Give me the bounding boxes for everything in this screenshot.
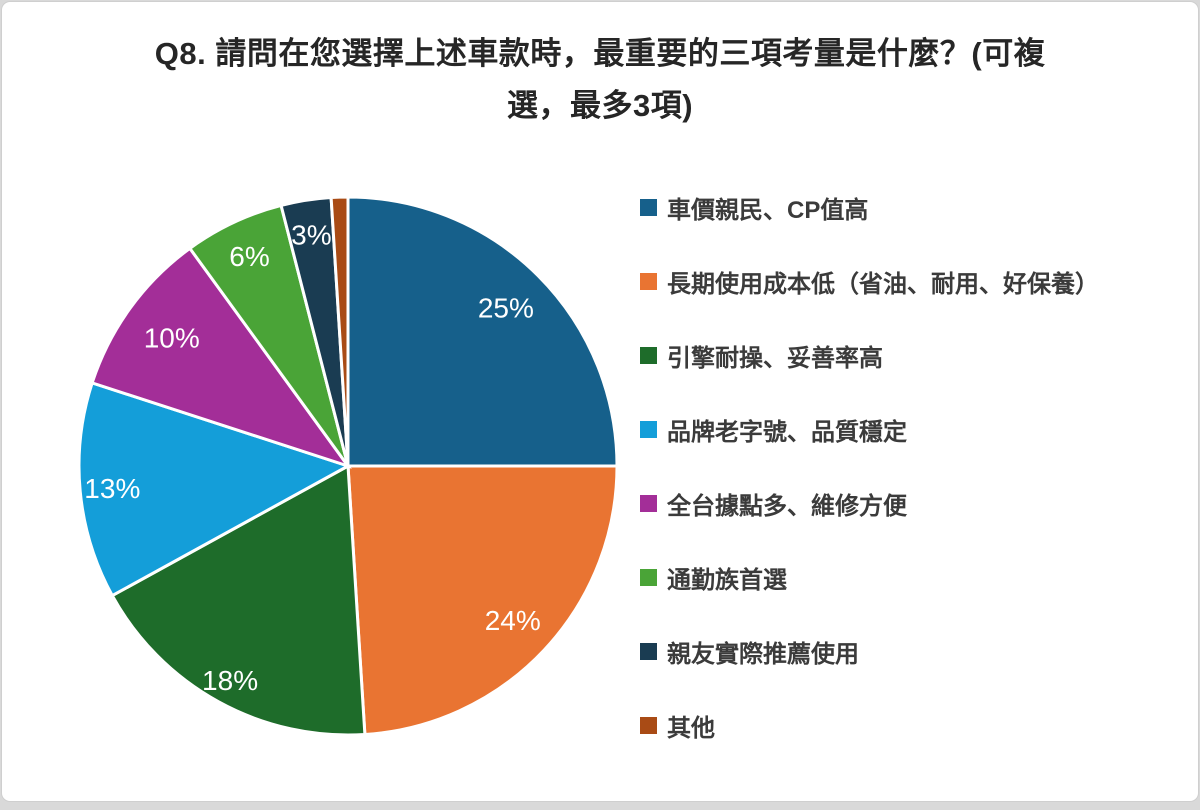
legend-item: 長期使用成本低（省油、耐用、好保養） bbox=[640, 244, 1099, 318]
legend-item: 引擎耐操、妥善率高 bbox=[640, 318, 1099, 392]
legend-label: 品牌老字號、品質穩定 bbox=[667, 418, 907, 446]
pie-slice-label: 24% bbox=[485, 605, 541, 636]
legend-swatch-icon bbox=[640, 272, 657, 290]
pie-slice bbox=[110, 463, 367, 737]
legend-label: 長期使用成本低（省油、耐用、好保養） bbox=[667, 270, 1099, 298]
pie-slice-label: 3% bbox=[291, 219, 331, 250]
legend-swatch-icon bbox=[640, 642, 657, 660]
legend-label: 通勤族首選 bbox=[667, 566, 787, 594]
legend-swatch-icon bbox=[640, 420, 657, 438]
legend-label: 全台據點多、維修方便 bbox=[667, 492, 907, 520]
legend-swatch-icon bbox=[640, 494, 657, 512]
legend-label: 引擎耐操、妥善率高 bbox=[667, 344, 883, 372]
legend-item: 通勤族首選 bbox=[640, 540, 1099, 614]
legend-label: 車價親民、CP值高 bbox=[667, 196, 869, 224]
chart-title-line1: Q8. 請問在您選擇上述車款時，最重要的三項考量是什麼？(可複 bbox=[154, 36, 1046, 71]
legend: 車價親民、CP值高長期使用成本低（省油、耐用、好保養） 引擎耐操、妥善率高 品牌老字… bbox=[640, 170, 1099, 762]
pie-slice-label: 25% bbox=[478, 293, 534, 324]
legend-label: 其他 bbox=[667, 714, 715, 742]
pie-slice bbox=[329, 195, 350, 467]
legend-item: 品牌老字號、品質穩定 bbox=[640, 392, 1099, 466]
pie-slice bbox=[346, 464, 619, 737]
legend-item: 全台據點多、維修方便 bbox=[640, 466, 1099, 540]
pie-slice bbox=[90, 246, 352, 469]
legend-swatch-icon bbox=[640, 568, 657, 586]
pie-slice-label: 6% bbox=[229, 241, 269, 272]
legend-label: 親友實際推薦使用 bbox=[667, 640, 859, 668]
legend-swatch-icon bbox=[640, 346, 657, 364]
legend-item: 其他 bbox=[640, 688, 1099, 762]
legend-swatch-icon bbox=[640, 198, 657, 216]
chart-title: Q8. 請問在您選擇上述車款時，最重要的三項考量是什麼？(可複 選，最多3項) bbox=[2, 28, 1198, 132]
legend-item: 車價親民、CP值高 bbox=[640, 170, 1099, 244]
legend-item: 親友實際推薦使用 bbox=[640, 614, 1099, 688]
legend-swatch-icon bbox=[640, 716, 657, 734]
pie-slice-label: 18% bbox=[202, 665, 258, 696]
pie-slice bbox=[77, 380, 352, 598]
pie-slice-label: 13% bbox=[84, 473, 140, 504]
pie-slice bbox=[346, 195, 619, 468]
pie-slice-label: 10% bbox=[144, 322, 200, 353]
chart-title-line2: 選，最多3項) bbox=[506, 88, 694, 123]
